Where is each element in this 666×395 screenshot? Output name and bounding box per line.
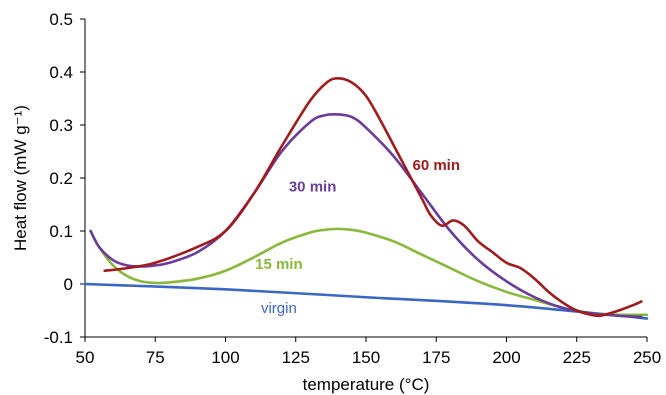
x-tick-label: 125	[282, 348, 310, 367]
series-line-60-min	[103, 77, 643, 318]
series-labels: 60 min 30 min 15 min virgin	[255, 157, 460, 317]
x-tick-label: 150	[352, 348, 380, 367]
series-label-15-min: 15 min	[255, 256, 303, 273]
series-line-15-min	[89, 227, 649, 317]
axes	[80, 18, 648, 342]
series-line-virgin	[83, 282, 649, 320]
series-lines	[83, 77, 649, 320]
x-tick-label: 200	[492, 348, 520, 367]
x-tick-label: 50	[76, 348, 95, 367]
y-tick-label: 0.2	[49, 169, 73, 188]
y-tick-label: 0.3	[49, 116, 73, 135]
series-label-60-min: 60 min	[412, 157, 460, 174]
x-tick-label: 175	[422, 348, 450, 367]
x-tick-label: 250	[633, 348, 661, 367]
x-tick-label: 75	[146, 348, 165, 367]
x-tick-label: 225	[563, 348, 591, 367]
y-tick-label: -0.1	[44, 328, 73, 347]
y-tick-label: 0	[64, 275, 73, 294]
y-tick-label: 0.1	[49, 222, 73, 241]
y-axis-title: Heat flow (mW g⁻¹)	[11, 105, 30, 251]
tick-labels: -0.1 0 0.1 0.2 0.3 0.4 0.5 50 75 100 125 150 175 200 2…	[44, 10, 661, 367]
series-label-30-min: 30 min	[289, 178, 337, 195]
series-label-virgin: virgin	[261, 300, 297, 317]
x-axis-title: temperature (°C)	[303, 375, 430, 394]
y-tick-label: 0.5	[49, 10, 73, 29]
y-tick-label: 0.4	[49, 63, 73, 82]
x-tick-label: 100	[211, 348, 239, 367]
